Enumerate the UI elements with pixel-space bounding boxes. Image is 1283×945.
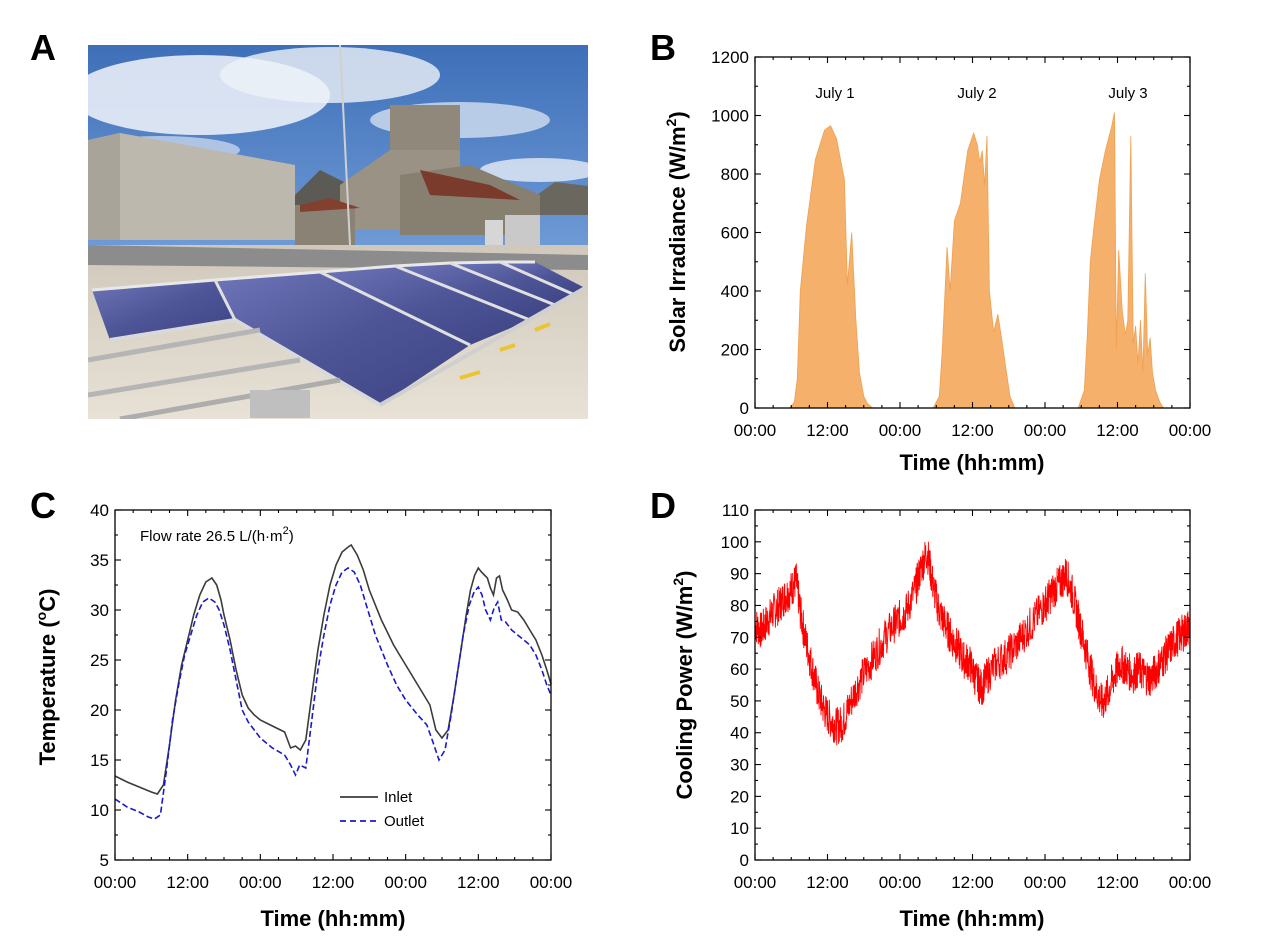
x-tick-label: 12:00 xyxy=(1096,421,1139,440)
plot-frame xyxy=(754,509,1191,861)
x-tick-label: 00:00 xyxy=(1024,873,1067,892)
y-axis-title: Solar Irradiance (W/m2) xyxy=(663,111,690,352)
y-tick-label: 5 xyxy=(100,851,109,870)
x-axis-title: Time (hh:mm) xyxy=(899,450,1044,475)
y-tick-label: 1000 xyxy=(711,107,749,126)
legend-outlet-label: Outlet xyxy=(384,813,425,830)
annotation-july-2: July 2 xyxy=(957,85,996,102)
y-tick-label: 110 xyxy=(722,501,749,520)
y-tick-label: 10 xyxy=(90,801,109,820)
x-tick-label: 00:00 xyxy=(734,421,777,440)
panel-letter-d: D xyxy=(650,485,676,526)
panel-letter-b: B xyxy=(650,27,676,68)
series-line-outlet xyxy=(114,567,552,820)
y-tick-label: 600 xyxy=(721,224,749,243)
plot-frame xyxy=(114,509,552,861)
y-tick-label: 50 xyxy=(730,692,749,711)
y-tick-label: 40 xyxy=(90,501,109,520)
x-tick-label: 00:00 xyxy=(734,873,777,892)
annotation-july-3: July 3 xyxy=(1108,85,1147,102)
chart-b: 0 200 400 600 800 1000 1200 00:00 12:00 00:00 12:… xyxy=(663,48,1211,475)
x-tick-label: 12:00 xyxy=(951,873,994,892)
x-tick-label: 12:00 xyxy=(312,873,355,892)
y-tick-label: 35 xyxy=(90,551,109,570)
irradiance-area-day-1 xyxy=(789,125,874,409)
x-tick-label: 00:00 xyxy=(530,873,573,892)
y-axis-ticks: 5 10 15 20 25 30 35 40 xyxy=(90,501,551,870)
x-tick-label: 12:00 xyxy=(166,873,209,892)
x-tick-label: 00:00 xyxy=(879,421,922,440)
y-tick-label: 90 xyxy=(730,565,749,584)
y-tick-label: 20 xyxy=(90,701,109,720)
legend-inlet-label: Inlet xyxy=(384,789,413,806)
panel-letter-a: A xyxy=(30,27,56,68)
x-tick-label: 00:00 xyxy=(384,873,427,892)
y-tick-label: 20 xyxy=(730,787,749,806)
x-tick-label: 12:00 xyxy=(1096,873,1139,892)
y-tick-label: 30 xyxy=(730,756,749,775)
annotation-july-1: July 1 xyxy=(815,85,854,102)
x-tick-label: 00:00 xyxy=(1169,873,1212,892)
y-axis-title: Temperature (oC) xyxy=(33,589,60,766)
x-axis-title: Time (hh:mm) xyxy=(899,906,1044,931)
x-tick-label: 12:00 xyxy=(806,873,849,892)
x-tick-label: 00:00 xyxy=(1024,421,1067,440)
y-tick-label: 30 xyxy=(90,601,109,620)
y-tick-label: 0 xyxy=(740,851,749,870)
x-axis-ticks: 00:00 12:00 00:00 12:00 00:00 12:00 00:00 xyxy=(94,510,573,892)
x-tick-label: 00:00 xyxy=(1169,421,1212,440)
y-tick-label: 80 xyxy=(730,596,749,615)
irradiance-area-day-3 xyxy=(1077,112,1164,409)
y-tick-label: 400 xyxy=(721,282,749,301)
y-axis-ticks: 0 200 400 600 800 1000 1200 xyxy=(711,48,1190,418)
y-tick-label: 40 xyxy=(730,724,749,743)
y-tick-label: 70 xyxy=(730,628,749,647)
y-tick-label: 15 xyxy=(90,751,109,770)
x-axis-title: Time (hh:mm) xyxy=(260,906,405,931)
x-tick-label: 12:00 xyxy=(951,421,994,440)
y-tick-label: 100 xyxy=(721,533,749,552)
irradiance-area-group xyxy=(789,112,1164,409)
y-tick-label: 25 xyxy=(90,651,109,670)
x-tick-label: 00:00 xyxy=(94,873,137,892)
temperature-lines-group xyxy=(114,543,552,820)
rooftop-radiative-cooling-panels-photo xyxy=(88,45,588,419)
y-tick-label: 60 xyxy=(730,660,749,679)
y-tick-label: 10 xyxy=(730,819,749,838)
x-tick-label: 12:00 xyxy=(806,421,849,440)
legend: Inlet Outlet xyxy=(340,789,425,830)
x-axis-ticks: 00:00 12:00 00:00 12:00 00:00 12:00 00:00 xyxy=(734,510,1212,892)
y-axis-title: Cooling Power (W/m2) xyxy=(670,570,697,799)
y-tick-label: 200 xyxy=(721,341,749,360)
cooling-power-line xyxy=(754,541,1191,746)
y-tick-label: 0 xyxy=(740,399,749,418)
flow-rate-annotation: Flow rate 26.5 L/(h·m2) xyxy=(140,525,294,545)
plot-frame xyxy=(754,56,1191,409)
y-tick-label: 1200 xyxy=(711,48,749,67)
cooling-power-line-group xyxy=(754,541,1191,746)
x-tick-label: 00:00 xyxy=(239,873,282,892)
series-line-inlet xyxy=(114,543,552,795)
x-tick-label: 00:00 xyxy=(879,873,922,892)
y-tick-label: 800 xyxy=(721,165,749,184)
panel-letter-c: C xyxy=(30,485,56,526)
irradiance-area-day-2 xyxy=(932,131,1016,409)
y-axis-ticks: 0 10 20 30 40 50 60 70 80 90 100 110 xyxy=(721,501,1190,870)
x-tick-label: 12:00 xyxy=(457,873,500,892)
